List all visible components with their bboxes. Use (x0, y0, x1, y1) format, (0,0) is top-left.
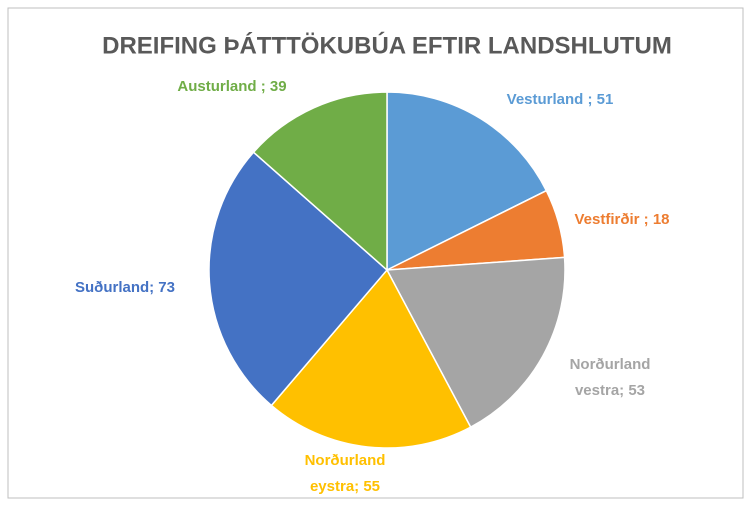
data-label: Austurland ; 39 (177, 78, 287, 95)
chart-title: DREIFING ÞÁTTTÖKUBÚA EFTIR LANDSHLUTUM (102, 31, 672, 59)
pie-slice (270, 268, 472, 449)
pie-slice (386, 91, 548, 272)
data-label: Vesturland ; 51 (506, 91, 614, 108)
data-label: Suðurland; 73 (74, 279, 175, 296)
pie-slice (385, 256, 566, 429)
data-label: Vestfirðir ; 18 (574, 211, 670, 228)
pie-slice (208, 151, 389, 407)
pie-slice (252, 91, 388, 272)
data-label: Norðurland eystra; 55 (304, 452, 386, 495)
data-label: Norðurland vestra; 53 (569, 356, 651, 399)
